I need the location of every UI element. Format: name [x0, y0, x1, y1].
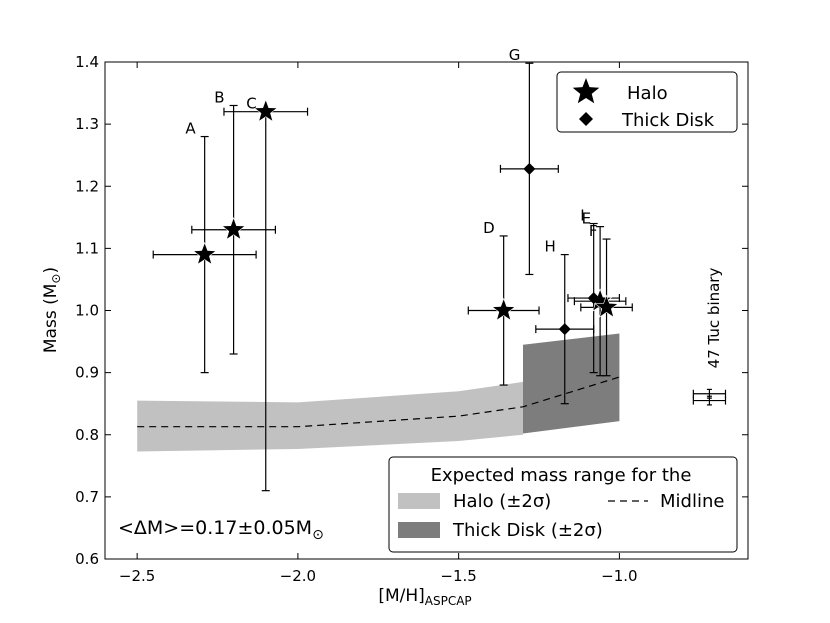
halo-star-A — [192, 241, 217, 266]
tuc-binary-group: 47 Tuc binary — [692, 268, 727, 406]
legend-thick-disk-label: Thick Disk — [621, 110, 715, 131]
halo-band — [137, 381, 523, 452]
legend-halo-label: Halo — [627, 83, 668, 104]
y-tick-label-4: 1.0 — [75, 302, 99, 320]
y-axis-title-sym: ⊙ — [49, 274, 63, 284]
halo-star-B — [221, 216, 246, 241]
legend-halo-band-label: Halo (±2σ) — [453, 491, 551, 512]
legend-thick-swatch — [398, 522, 440, 538]
delta-mass-annotation: <ΔM>=0.17±0.05M⊙ — [118, 517, 324, 543]
thick-disk-diamond-G — [523, 162, 536, 175]
point-label-G: G — [509, 46, 521, 64]
expected-mass-bands — [137, 333, 620, 452]
y-tick-label-8: 1.4 — [75, 53, 99, 71]
delta-mass-text: <ΔM>=0.17±0.05M — [118, 517, 312, 539]
y-tick-label-2: 0.8 — [75, 426, 99, 444]
point-label-A: A — [185, 120, 196, 138]
x-tick-label-3: −1.0 — [601, 567, 637, 585]
marker-legend: Halo Thick Disk — [556, 71, 738, 133]
marker-legend-box — [556, 71, 738, 133]
y-tick-label-5: 1.1 — [75, 239, 99, 257]
halo-star-F — [594, 294, 619, 318]
point-label-B: B — [214, 88, 224, 106]
thick-disk-diamond-H — [558, 323, 571, 336]
x-axis-title-sub: ASPCAP — [425, 594, 472, 608]
legend-thick-band-label: Thick Disk (±2σ) — [452, 520, 603, 541]
legend-halo-swatch — [398, 493, 440, 509]
data-markers — [192, 98, 619, 336]
midline-group — [137, 376, 620, 428]
legend-midline-label: Midline — [660, 491, 724, 512]
midline — [137, 376, 620, 428]
band-legend: Expected mass range for the Halo (±2σ) M… — [388, 456, 738, 553]
tuc-bar-0 — [692, 395, 727, 406]
y-tick-label-6: 1.2 — [75, 177, 99, 195]
legend-star-marker — [572, 78, 600, 104]
y-tick-label-7: 1.3 — [75, 115, 99, 133]
y-tick-label-0: 0.6 — [75, 550, 99, 568]
y-tick-label-1: 0.7 — [75, 488, 99, 506]
point-label-F: F — [589, 222, 598, 240]
y-tick-label-3: 0.9 — [75, 364, 99, 382]
x-tick-label-1: −2.0 — [280, 567, 316, 585]
point-labels: AB C D EF G H I — [185, 46, 597, 255]
tuc-bar-1 — [692, 388, 727, 399]
x-tick-label-2: −1.5 — [440, 567, 476, 585]
halo-star-D — [491, 297, 516, 321]
point-label-C: C — [246, 95, 256, 113]
thick-disk-band — [523, 333, 620, 434]
band-legend-box — [388, 456, 738, 553]
point-label-E: E — [582, 210, 591, 228]
band-legend-title: Expected mass range for the — [431, 465, 692, 486]
y-axis-title-end: ) — [41, 267, 61, 274]
point-label-I: I — [580, 207, 584, 225]
x-axis-title-main: [M/H] — [378, 586, 424, 606]
y-axis-title: Mass (M⊙) — [41, 267, 63, 353]
thick-disk-diamond-I — [587, 292, 600, 305]
halo-star-C — [253, 98, 279, 123]
axis-ticks: −2.5 −2.0 −1.5 −1.0 0.6 0.7 0.8 0.9 1.0 1.1 1.2 1.3… — [75, 53, 748, 585]
legend-diamond-marker — [579, 112, 593, 126]
tuc-binary-label: 47 Tuc binary — [705, 268, 723, 369]
x-axis-title: [M/H]ASPCAP — [378, 586, 471, 608]
point-label-H: H — [544, 238, 555, 256]
x-tick-label-0: −2.5 — [119, 567, 155, 585]
point-label-D: D — [483, 219, 495, 237]
delta-mass-sym: ⊙ — [312, 527, 324, 543]
y-axis-title-main: Mass (M — [41, 284, 61, 354]
